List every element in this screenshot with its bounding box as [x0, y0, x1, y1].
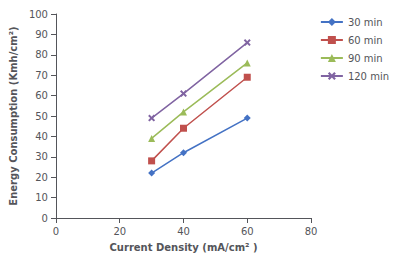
svg-text:40: 40 [177, 226, 190, 237]
svg-text:30: 30 [35, 151, 48, 162]
svg-text:80: 80 [35, 49, 48, 60]
svg-text:20: 20 [113, 226, 126, 237]
svg-text:10: 10 [35, 192, 48, 203]
svg-text:50: 50 [35, 111, 48, 122]
svg-text:Current Density (mA/cm² ): Current Density (mA/cm² ) [109, 242, 257, 253]
svg-text:0: 0 [42, 213, 48, 224]
svg-text:0: 0 [53, 226, 59, 237]
svg-text:120 min: 120 min [348, 71, 389, 82]
svg-text:60: 60 [241, 226, 254, 237]
svg-text:40: 40 [35, 131, 48, 142]
svg-text:20: 20 [35, 172, 48, 183]
svg-text:30 min: 30 min [348, 17, 383, 28]
svg-text:90 min: 90 min [348, 53, 383, 64]
svg-text:90: 90 [35, 29, 48, 40]
svg-text:70: 70 [35, 70, 48, 81]
svg-text:Energy Consumption (Kmh/cm²): Energy Consumption (Kmh/cm²) [8, 26, 19, 205]
svg-text:100: 100 [29, 9, 48, 20]
svg-text:60 min: 60 min [348, 35, 383, 46]
svg-text:80: 80 [305, 226, 318, 237]
svg-text:60: 60 [35, 90, 48, 101]
